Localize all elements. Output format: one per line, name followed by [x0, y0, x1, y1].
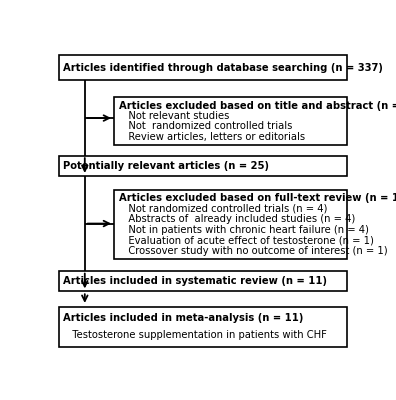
FancyBboxPatch shape: [59, 156, 347, 176]
Text: Evaluation of acute effect of testosterone (n = 1): Evaluation of acute effect of testostero…: [118, 235, 373, 245]
Text: Testosterone supplementation in patients with CHF: Testosterone supplementation in patients…: [63, 330, 327, 340]
Text: Articles included in systematic review (n = 11): Articles included in systematic review (…: [63, 276, 327, 286]
FancyBboxPatch shape: [59, 55, 347, 80]
Text: Not randomized controlled trials (n = 4): Not randomized controlled trials (n = 4): [118, 204, 327, 214]
FancyBboxPatch shape: [59, 307, 347, 347]
FancyBboxPatch shape: [59, 271, 347, 291]
Text: Not in patients with chronic heart failure (n = 4): Not in patients with chronic heart failu…: [118, 224, 368, 234]
FancyBboxPatch shape: [114, 190, 347, 259]
Text: Articles included in meta-analysis (n = 11): Articles included in meta-analysis (n = …: [63, 313, 304, 323]
Text: Articles identified through database searching (n = 337): Articles identified through database sea…: [63, 63, 383, 73]
Text: Abstracts of  already included studies (n = 4): Abstracts of already included studies (n…: [118, 214, 355, 224]
Text: Articles excluded based on full-text review (n = 14): Articles excluded based on full-text rev…: [118, 193, 396, 203]
Text: Review articles, letters or editorials: Review articles, letters or editorials: [118, 132, 305, 142]
Text: Not  randomized controlled trials: Not randomized controlled trials: [118, 121, 292, 131]
Text: Crossover study with no outcome of interest (n = 1): Crossover study with no outcome of inter…: [118, 246, 387, 256]
Text: Articles excluded based on title and abstract (n = 312): Articles excluded based on title and abs…: [118, 100, 396, 110]
FancyBboxPatch shape: [114, 97, 347, 145]
Text: Potentially relevant articles (n = 25): Potentially relevant articles (n = 25): [63, 161, 269, 171]
Text: Not relevant studies: Not relevant studies: [118, 111, 229, 121]
